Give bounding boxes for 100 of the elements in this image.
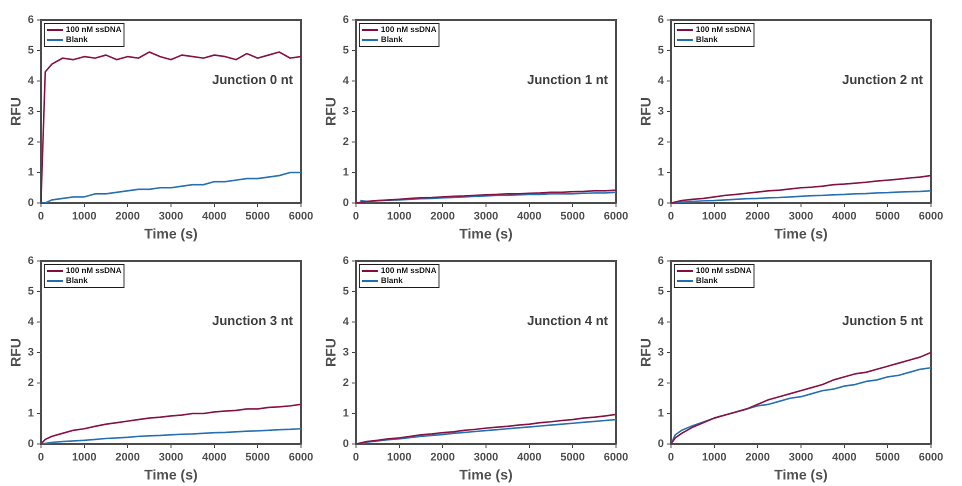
- y-tick-label: 3: [28, 106, 34, 118]
- y-tick-label: 3: [658, 106, 664, 118]
- x-tick-label: 4000: [202, 210, 227, 223]
- x-tick-label: 2000: [430, 210, 455, 223]
- x-tick-label: 6000: [288, 452, 314, 464]
- y-tick-label: 5: [658, 286, 664, 298]
- legend-label: 100 nM ssDNA: [696, 25, 752, 34]
- x-tick-label: 5000: [245, 452, 270, 464]
- x-tick-label: 5000: [875, 210, 900, 223]
- x-tick-label: 4000: [202, 452, 227, 464]
- x-tick-label: 5000: [245, 210, 270, 223]
- x-tick-label: 2000: [745, 452, 770, 464]
- x-tick-label: 3000: [474, 452, 498, 464]
- x-tick-label: 0: [352, 452, 359, 464]
- y-tick-label: 6: [342, 255, 349, 268]
- y-tick-label: 5: [28, 44, 34, 57]
- y-tick-label: 1: [342, 408, 349, 420]
- y-axis-title: RFU: [7, 338, 24, 367]
- x-tick-label: 4000: [832, 210, 857, 223]
- x-tick-label: 3000: [788, 452, 814, 464]
- y-tick-label: 5: [28, 286, 34, 298]
- annotation: Junction 2 nt: [842, 72, 924, 87]
- x-tick-label: 1000: [387, 452, 412, 464]
- x-axis-title: Time (s): [144, 225, 198, 242]
- x-axis-title: Time (s): [774, 466, 828, 482]
- x-tick-label: 1000: [702, 452, 727, 464]
- x-tick-label: 6000: [288, 210, 314, 223]
- x-axis-title: Time (s): [774, 225, 828, 242]
- y-axis-title: RFU: [322, 97, 338, 126]
- x-axis-title: Time (s): [144, 466, 198, 482]
- y-tick-label: 0: [28, 438, 34, 450]
- x-tick-label: 5000: [875, 452, 900, 464]
- x-tick-label: 0: [38, 210, 44, 223]
- y-tick-label: 4: [28, 75, 35, 88]
- x-tick-label: 2000: [115, 210, 140, 223]
- y-tick-label: 3: [342, 106, 349, 118]
- x-tick-label: 6000: [604, 210, 628, 223]
- y-tick-label: 1: [342, 166, 349, 179]
- x-tick-label: 4000: [517, 210, 542, 223]
- x-tick-label: 3000: [158, 452, 184, 464]
- y-axis-title: RFU: [7, 97, 24, 126]
- x-tick-label: 5000: [560, 452, 585, 464]
- x-axis-title: Time (s): [459, 225, 513, 242]
- legend-label: Blank: [66, 35, 88, 44]
- x-tick-label: 0: [668, 210, 674, 223]
- x-tick-label: 3000: [788, 210, 814, 223]
- annotation: Junction 5 nt: [842, 312, 924, 328]
- legend-label: Blank: [380, 276, 404, 286]
- annotation: Junction 0 nt: [212, 72, 294, 87]
- legend-label: Blank: [696, 35, 718, 44]
- x-tick-label: 5000: [560, 210, 585, 223]
- y-tick-label: 6: [342, 14, 349, 26]
- y-tick-label: 1: [658, 408, 664, 420]
- x-tick-label: 4000: [517, 452, 542, 464]
- y-tick-label: 2: [658, 377, 664, 390]
- x-tick-label: 6000: [604, 452, 628, 464]
- y-tick-label: 2: [342, 377, 349, 390]
- legend-label: Blank: [66, 276, 88, 286]
- legend-label: 100 nM ssDNA: [696, 266, 752, 276]
- x-tick-label: 1000: [72, 452, 97, 464]
- x-tick-label: 1000: [387, 210, 412, 223]
- y-tick-label: 3: [342, 346, 349, 359]
- legend-label: 100 nM ssDNA: [66, 266, 122, 276]
- x-tick-label: 1000: [72, 210, 97, 223]
- x-tick-label: 4000: [832, 452, 857, 464]
- legend-label: Blank: [696, 276, 718, 286]
- legend-label: 100 nM ssDNA: [380, 25, 437, 34]
- y-tick-label: 2: [28, 136, 34, 148]
- y-tick-label: 0: [658, 438, 664, 450]
- y-tick-label: 4: [342, 316, 350, 328]
- x-tick-label: 1000: [702, 210, 727, 223]
- y-axis-title: RFU: [637, 338, 654, 367]
- y-tick-label: 4: [342, 75, 350, 88]
- x-axis-title: Time (s): [459, 466, 513, 482]
- y-tick-label: 0: [658, 197, 664, 210]
- y-tick-label: 5: [342, 44, 349, 57]
- legend-label: 100 nM ssDNA: [380, 266, 437, 276]
- y-tick-label: 2: [28, 377, 34, 390]
- annotation: Junction 4 nt: [527, 312, 609, 328]
- y-tick-label: 3: [658, 346, 664, 359]
- x-tick-label: 6000: [918, 452, 944, 464]
- x-tick-label: 0: [352, 210, 359, 223]
- y-tick-label: 1: [28, 166, 34, 179]
- x-tick-label: 2000: [745, 210, 770, 223]
- y-tick-label: 6: [658, 255, 664, 268]
- y-axis-title: RFU: [637, 97, 654, 126]
- y-tick-label: 6: [28, 14, 34, 26]
- y-tick-label: 1: [658, 166, 664, 179]
- x-tick-label: 0: [38, 452, 44, 464]
- y-tick-label: 1: [28, 408, 34, 420]
- x-tick-label: 6000: [918, 210, 944, 223]
- x-tick-label: 3000: [474, 210, 498, 223]
- y-axis-title: RFU: [322, 338, 338, 367]
- y-tick-label: 4: [658, 75, 665, 88]
- legend-label: Blank: [380, 35, 404, 44]
- x-tick-label: 2000: [115, 452, 140, 464]
- y-tick-label: 6: [28, 255, 34, 268]
- y-tick-label: 3: [28, 346, 34, 359]
- y-tick-label: 2: [342, 136, 349, 148]
- y-tick-label: 0: [342, 438, 349, 450]
